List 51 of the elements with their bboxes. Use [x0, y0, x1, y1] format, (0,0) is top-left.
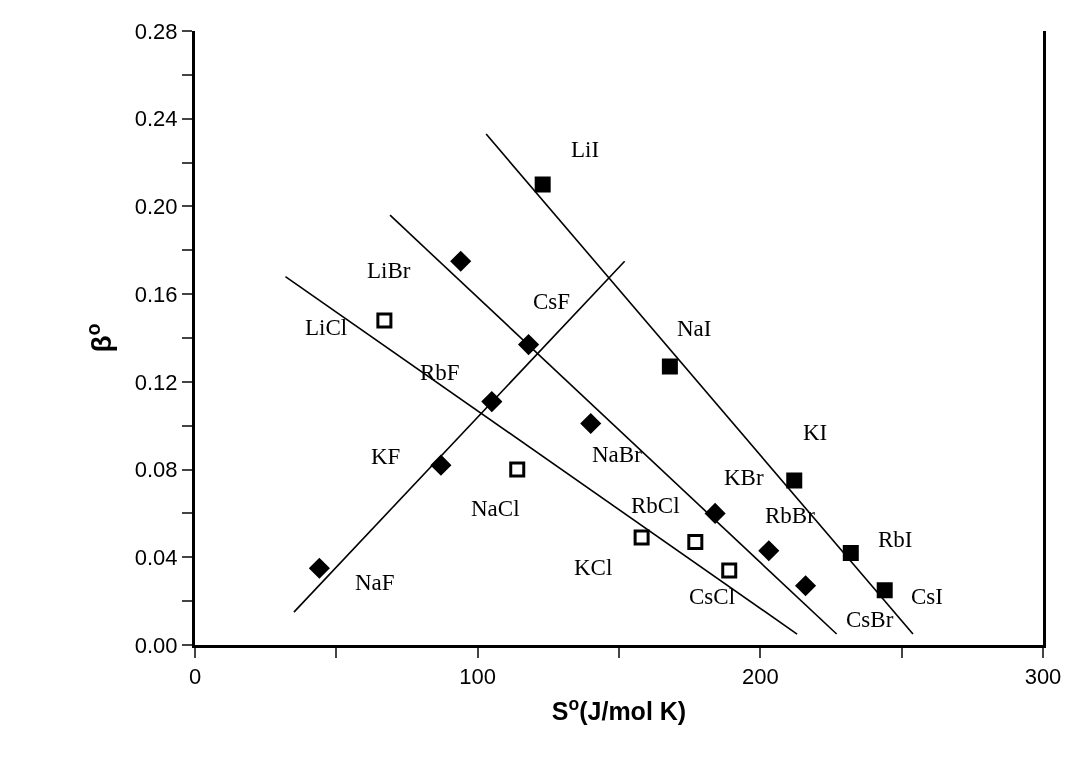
x-tick-label: 0 [188, 664, 202, 690]
point [481, 391, 502, 412]
point [309, 558, 330, 579]
point [518, 334, 539, 355]
annotation: CsCl [689, 584, 736, 609]
annotation: KBr [724, 465, 764, 490]
annotation: RbF [420, 360, 460, 385]
point [687, 533, 704, 550]
point [661, 358, 678, 375]
annotation: KCl [574, 555, 613, 580]
y-tick-label: 0.04 [134, 544, 178, 570]
y-tick-label: 0.24 [134, 106, 178, 132]
point [876, 582, 893, 599]
annotation: NaF [355, 570, 395, 595]
annotation: KF [371, 444, 401, 469]
x-tick-label: 200 [741, 664, 779, 690]
annotation: CsI [911, 584, 943, 609]
point [580, 413, 601, 434]
annotation: CsBr [846, 607, 894, 632]
annotation: LiCl [305, 315, 348, 340]
point [795, 575, 816, 596]
point [509, 461, 526, 478]
annotation: RbBr [765, 503, 816, 528]
point [376, 312, 393, 329]
point [633, 529, 650, 546]
point [842, 544, 859, 561]
point [786, 472, 803, 489]
point [534, 176, 551, 193]
point [758, 540, 779, 561]
y-tick-label: 0.08 [134, 457, 178, 483]
y-tick-label: 0.20 [134, 194, 178, 220]
annotation: KI [803, 420, 828, 445]
annotation: CsF [533, 289, 571, 314]
x-tick-label: 100 [459, 664, 497, 690]
y-tick-label: 0.28 [134, 18, 178, 44]
x-tick-label: 300 [1024, 664, 1062, 690]
point [450, 251, 471, 272]
annotation: LiBr [367, 258, 411, 283]
y-tick-label: 0.12 [134, 369, 178, 395]
annotation: RbCl [631, 493, 680, 518]
annotation: LiI [571, 137, 600, 162]
y-tick-label: 0.00 [134, 632, 178, 658]
annotation: RbI [878, 527, 913, 552]
point [721, 562, 738, 579]
y-tick-label: 0.16 [134, 281, 178, 307]
annotation: NaI [677, 316, 712, 341]
point [705, 503, 726, 524]
annotation: NaCl [471, 496, 520, 521]
point [430, 455, 451, 476]
x-axis-title: S$^{o}$(J/mol K) [551, 693, 687, 726]
annotation: NaBr [592, 442, 643, 467]
